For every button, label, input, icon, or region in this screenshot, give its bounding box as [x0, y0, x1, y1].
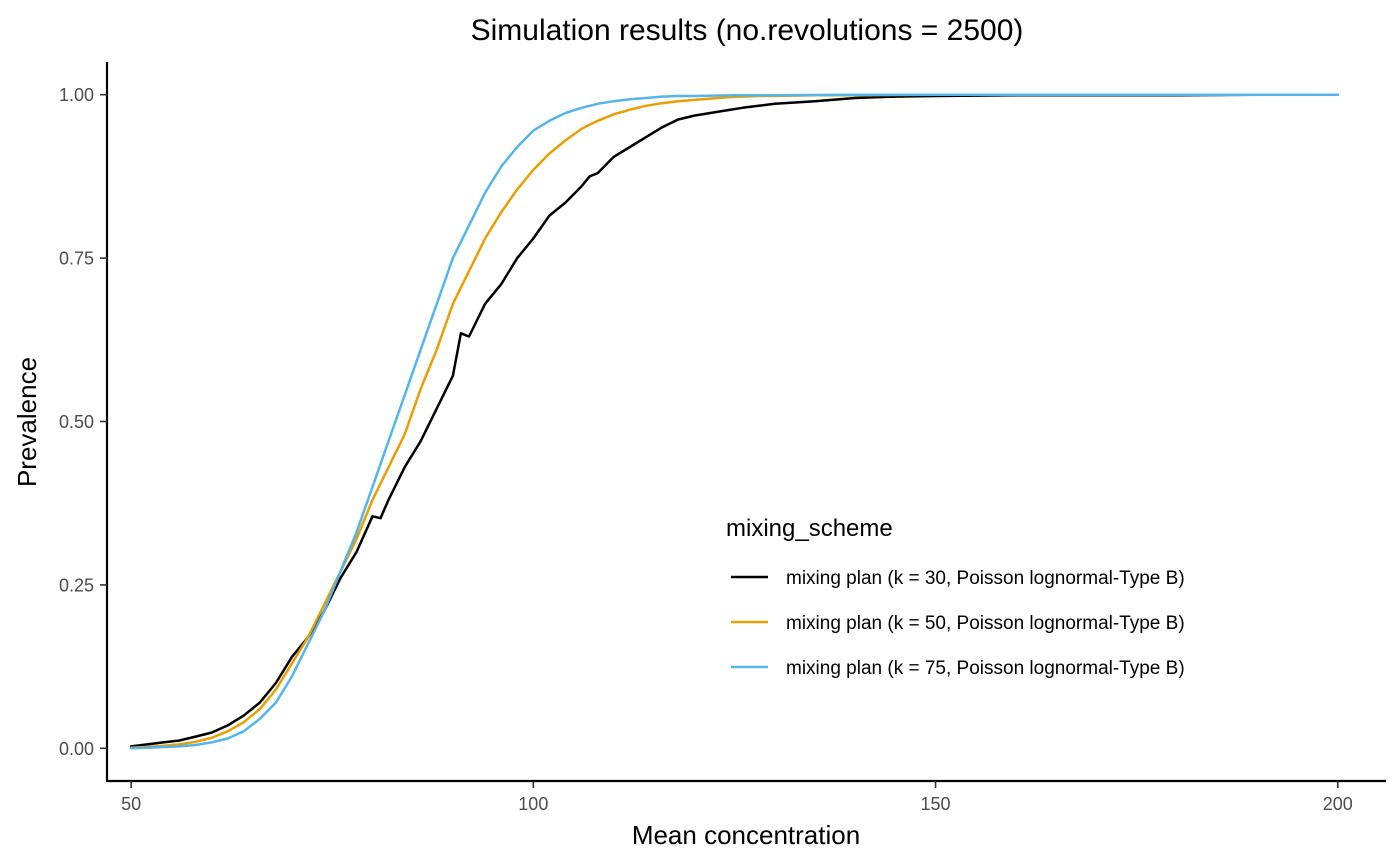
legend-label-2: mixing plan (k = 50, Poisson lognormal-T… [786, 613, 1185, 634]
y-tick-label: 0.00 [59, 739, 94, 759]
y-tick-label: 0.25 [59, 575, 94, 595]
series-line-3 [129, 93, 1339, 750]
y-tick-label: 0.75 [59, 249, 94, 269]
series-line-1 [129, 93, 1339, 748]
y-tick-label: 1.00 [59, 85, 94, 105]
x-tick-label: 50 [121, 794, 141, 814]
legend-label-3: mixing plan (k = 75, Poisson lognormal-T… [786, 658, 1185, 679]
y-tick-label: 0.50 [59, 412, 94, 432]
series-line-2 [129, 93, 1339, 749]
x-tick-label: 200 [1323, 794, 1353, 814]
y-ticks: 0.00 0.25 0.50 0.75 1.00 [59, 85, 107, 759]
x-tick-label: 100 [518, 794, 548, 814]
legend-items: mixing plan (k = 30, Poisson lognormal-T… [731, 568, 1185, 679]
x-axis-title: Mean concentration [632, 820, 860, 850]
chart-title: Simulation results (no.revolutions = 250… [471, 14, 1024, 47]
y-axis-title: Prevalence [12, 357, 42, 487]
x-ticks: 50 100 150 200 [121, 781, 1353, 814]
series-layer [129, 93, 1339, 750]
legend-label-1: mixing plan (k = 30, Poisson lognormal-T… [786, 568, 1185, 589]
legend-title: mixing_scheme [726, 515, 893, 542]
x-tick-label: 150 [921, 794, 951, 814]
legend: mixing_scheme mixing plan (k = 30, Poiss… [726, 515, 1185, 679]
